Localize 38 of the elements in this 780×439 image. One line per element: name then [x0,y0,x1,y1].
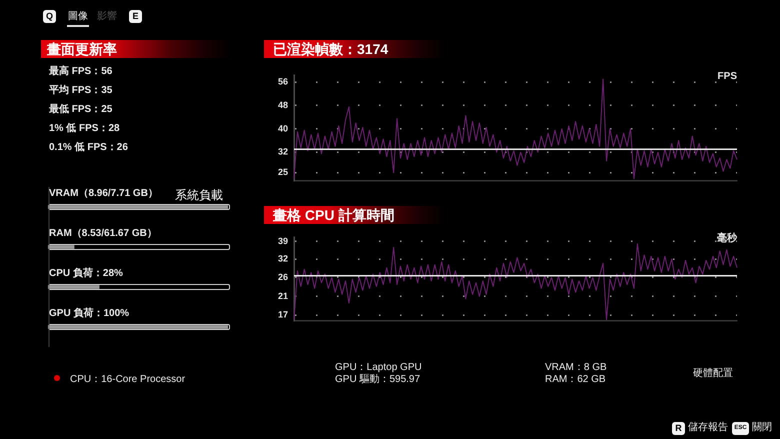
y-tick-label: VRAM（8.96/7.71 GB） [49,188,158,199]
text: 圖像 [68,11,88,23]
text: 最低 FPS：25 [49,104,112,116]
y-tick-label: 40 [278,123,288,134]
y-tick-label: 32 [278,254,288,264]
text: 畫面更新率 [47,40,117,58]
y-tick-label: 56 [278,76,288,87]
text: R [672,422,685,435]
text: GPU：Laptop GPU [335,362,422,374]
y-tick-label: 21 [278,290,288,301]
text: 0.1% 低 FPS：26 [49,142,128,154]
text: 硬體配置 [693,368,733,380]
y-tick-label: GPU 負荷：100% [49,306,130,319]
y-tick-label: 48 [278,100,288,110]
y-tick-label: 32 [278,146,288,157]
chart-title: 已渲染幀數：3174 [273,40,388,58]
text: VRAM：8 GB [545,362,607,374]
text: 儲存報告 [688,422,728,434]
text: 最高 FPS：56 [49,66,112,78]
text: E [129,10,142,23]
text: 關閉 [752,422,772,434]
text: RAM：62 GB [545,374,606,386]
chart-title: 系統負載 [175,187,223,204]
y-tick-label: 17 [278,310,288,320]
text: CPU：16-Core Processor [70,374,186,386]
y-axis-title: FPS [718,70,738,82]
text: 1% 低 FPS：28 [49,123,120,135]
text: 影響 [97,11,117,23]
text: Q [43,10,56,23]
y-tick-label: 25 [278,167,288,178]
y-tick-label: RAM（8.53/61.67 GB） [49,228,157,239]
text: GPU 驅動：595.97 [335,374,420,386]
y-tick-label: 39 [278,236,288,246]
y-axis-title: 毫秒 [717,232,738,244]
chart-title: 畫格 CPU 計算時間 [273,206,394,224]
y-tick-label: 26 [278,272,288,282]
y-tick-label: CPU 負荷：28% [49,266,124,279]
text: 平均 FPS：35 [49,85,112,97]
